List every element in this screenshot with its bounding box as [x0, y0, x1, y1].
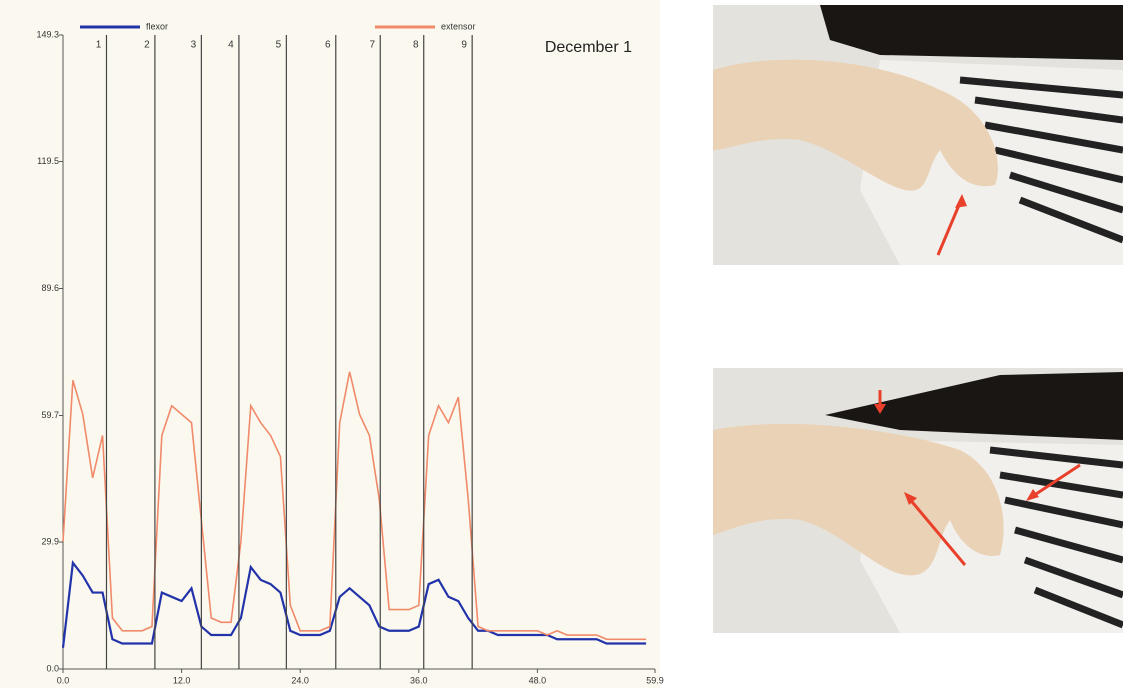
x-tick-label: 48.0	[529, 675, 547, 685]
marker-label: 1	[96, 40, 102, 51]
marker-label: 4	[228, 40, 234, 51]
chart-title: December 1	[545, 39, 632, 56]
y-tick-label: 0.0	[46, 663, 59, 673]
legend-label: extensor	[441, 21, 476, 31]
photo-top	[713, 5, 1123, 265]
x-tick-label: 24.0	[291, 675, 309, 685]
y-tick-label: 89.6	[41, 283, 59, 293]
y-tick-label: 119.5	[37, 156, 59, 166]
marker-label: 9	[461, 40, 467, 51]
marker-label: 3	[191, 40, 197, 51]
marker-label: 5	[276, 40, 282, 51]
x-tick-label: 36.0	[410, 675, 428, 685]
x-tick-label: 59.9	[646, 675, 664, 685]
marker-label: 8	[413, 40, 419, 51]
x-tick-label: 12.0	[173, 675, 191, 685]
marker-label: 2	[144, 40, 150, 51]
legend-label: flexor	[146, 21, 168, 31]
chart-background	[0, 0, 660, 688]
marker-label: 6	[325, 40, 331, 51]
x-tick-label: 0.0	[57, 675, 70, 685]
figure: December 1 0.0 29.9 59.7 89.6 119.5 149.3 0.0 1	[0, 0, 1123, 688]
marker-label: 7	[369, 40, 375, 51]
y-tick-label: 149.3	[36, 29, 59, 39]
y-tick-label: 29.9	[41, 536, 59, 546]
photo-bottom	[713, 368, 1123, 633]
y-tick-label: 59.7	[41, 410, 59, 420]
